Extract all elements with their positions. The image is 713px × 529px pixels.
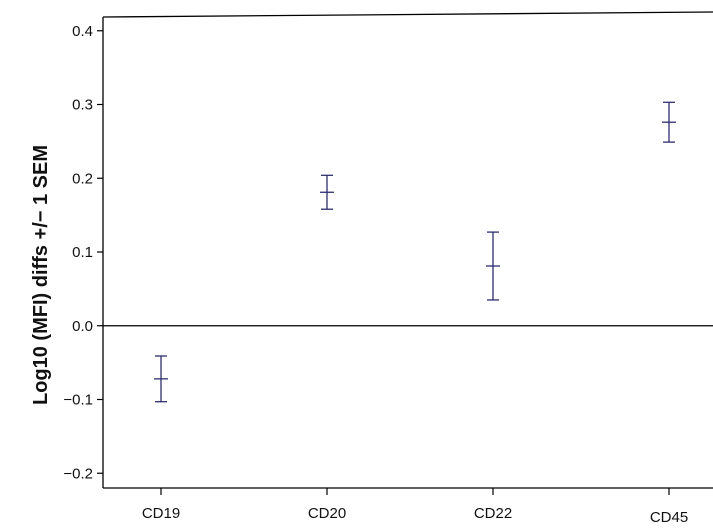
error-bar-cd19 <box>154 355 168 403</box>
x-tick-label: CD20 <box>308 505 346 522</box>
y-tick-label: 0.4 <box>72 23 93 40</box>
x-tick-label: CD45 <box>650 509 688 526</box>
y-tick-label: 0.1 <box>72 244 93 261</box>
y-tick-label: 0.3 <box>72 97 93 114</box>
error-bar-cd20 <box>320 174 334 210</box>
x-tick-label: CD19 <box>142 505 180 522</box>
x-tick-label: CD22 <box>474 505 512 522</box>
error-bar-cd22 <box>486 231 500 301</box>
plot-top-border <box>102 11 713 18</box>
y-tick-label: 0.0 <box>72 318 93 335</box>
error-bar-cd45 <box>662 101 676 143</box>
y-axis-title: Log10 (MFI) diffs +/− 1 SEM <box>30 145 52 405</box>
y-tick-label: 0.2 <box>72 170 93 187</box>
y-tick-label: −0.1 <box>63 392 93 409</box>
y-tick-label: −0.2 <box>63 465 93 482</box>
